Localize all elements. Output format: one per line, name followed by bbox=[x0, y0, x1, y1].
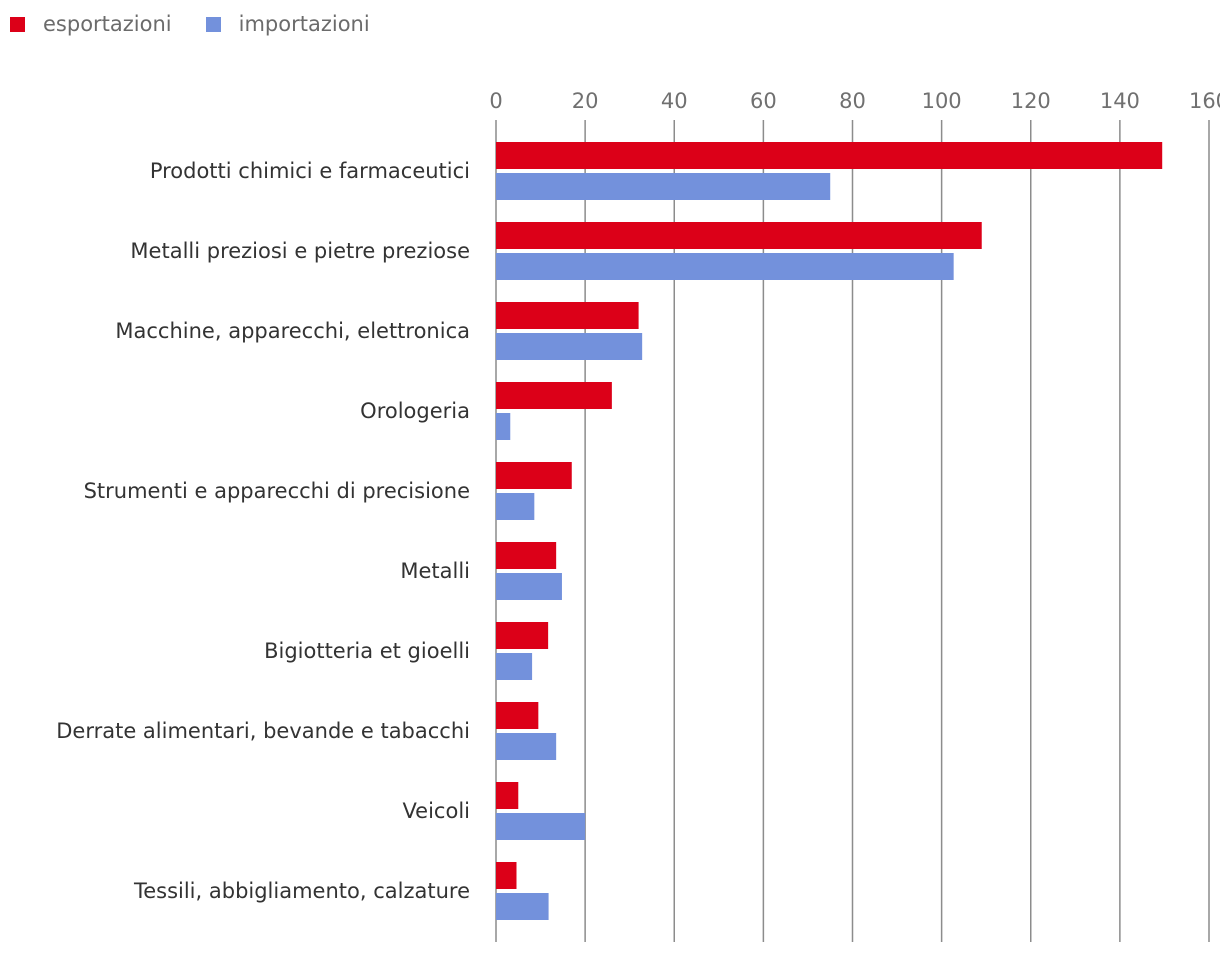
x-tick-label: 40 bbox=[661, 89, 688, 113]
legend-label-exports: esportazioni bbox=[43, 12, 172, 36]
bar-exports bbox=[496, 302, 639, 329]
bar-imports bbox=[496, 653, 533, 680]
x-tick-label: 60 bbox=[750, 89, 777, 113]
bar-exports bbox=[496, 462, 572, 489]
x-tick-label: 80 bbox=[839, 89, 866, 113]
category-label: Macchine, apparecchi, elettronica bbox=[115, 319, 470, 343]
bar-imports bbox=[496, 173, 831, 200]
bar-imports bbox=[496, 813, 586, 840]
bar-exports bbox=[496, 702, 539, 729]
x-tick-label: 120 bbox=[1011, 89, 1051, 113]
chart-legend: esportazioni importazioni bbox=[10, 12, 404, 36]
bar-exports bbox=[496, 622, 549, 649]
bar-imports bbox=[496, 733, 557, 760]
category-label: Orologeria bbox=[360, 399, 470, 423]
bar-imports bbox=[496, 413, 511, 440]
x-tick-label: 0 bbox=[489, 89, 502, 113]
category-label: Derrate alimentari, bevande e tabacchi bbox=[56, 719, 470, 743]
bar-exports bbox=[496, 222, 982, 249]
category-label: Bigiotteria et gioelli bbox=[264, 639, 470, 663]
category-label: Tessili, abbigliamento, calzature bbox=[133, 879, 470, 903]
legend-item-exports: esportazioni bbox=[10, 12, 172, 36]
bar-exports bbox=[496, 382, 612, 409]
x-tick-label: 160 bbox=[1189, 89, 1220, 113]
category-label: Prodotti chimici e farmaceutici bbox=[150, 159, 470, 183]
bar-exports bbox=[496, 542, 557, 569]
legend-swatch-exports bbox=[10, 16, 25, 32]
bar-imports bbox=[496, 893, 549, 920]
category-label: Strumenti e apparecchi di precisione bbox=[84, 479, 470, 503]
category-label: Veicoli bbox=[402, 799, 470, 823]
bar-exports bbox=[496, 782, 519, 809]
bar-exports bbox=[496, 142, 1163, 169]
bar-imports bbox=[496, 493, 535, 520]
legend-label-imports: importazioni bbox=[238, 12, 370, 36]
bar-imports bbox=[496, 253, 954, 280]
category-label: Metalli preziosi e pietre preziose bbox=[130, 239, 470, 263]
x-tick-label: 140 bbox=[1100, 89, 1140, 113]
x-tick-label: 20 bbox=[572, 89, 599, 113]
legend-item-imports: importazioni bbox=[205, 12, 370, 36]
bar-exports bbox=[496, 862, 517, 889]
bar-imports bbox=[496, 333, 643, 360]
x-tick-label: 100 bbox=[922, 89, 962, 113]
category-label: Metalli bbox=[400, 559, 470, 583]
legend-swatch-imports bbox=[205, 16, 221, 32]
bar-imports bbox=[496, 573, 562, 600]
